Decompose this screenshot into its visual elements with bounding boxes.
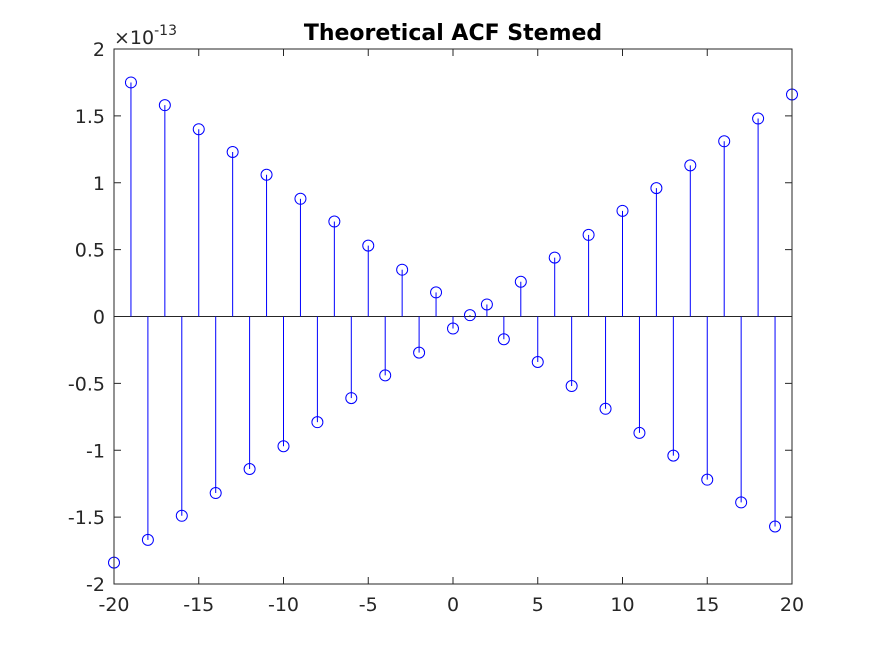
stem-marker: [480, 298, 493, 311]
x-tick-label: -10: [268, 594, 299, 616]
stem-marker: [582, 228, 595, 241]
stem-marker: [447, 322, 459, 335]
x-tick-label: -5: [359, 594, 378, 616]
x-tick-label: 20: [780, 594, 804, 616]
stem-marker: [667, 449, 680, 462]
y-tick-label: -2: [86, 574, 105, 596]
stem-marker: [718, 135, 731, 148]
y-tick-label: -1.5: [68, 507, 105, 529]
stem-marker: [633, 426, 646, 439]
stem-marker: [430, 286, 443, 299]
stem-marker: [701, 473, 714, 486]
stem-marker: [209, 487, 222, 500]
ticks-group: -20 -15 -10 -5 0 5 10 15 20 -2 -1.5 -1 -0.5 0 0.5 1 1.5 2: [68, 39, 804, 616]
stem-marker: [413, 346, 426, 359]
stem-marker: [243, 462, 256, 475]
stem-marker: [531, 355, 544, 368]
stem-marker: [379, 369, 392, 382]
y-exponent-label: ×10-13: [114, 23, 177, 49]
y-exponent-base: ×10: [114, 27, 154, 49]
y-tick-label: 1: [93, 173, 105, 195]
stem-marker: [463, 309, 476, 322]
stem-marker: [277, 440, 290, 453]
stem-marker: [124, 76, 137, 89]
y-tick-label: 2: [93, 39, 105, 61]
stem-marker: [735, 496, 748, 509]
stem-marker: [175, 509, 188, 522]
stem-marker: [362, 239, 375, 252]
stem-marker: [328, 215, 341, 228]
stem-marker: [565, 380, 578, 393]
y-exponent-power: -13: [154, 23, 177, 39]
stem-marker: [599, 402, 612, 415]
stem-marker: [769, 520, 782, 533]
stem-marker: [192, 123, 205, 136]
stem-marker: [396, 263, 409, 276]
stem-marker: [141, 533, 154, 546]
x-tick-label: 5: [532, 594, 544, 616]
chart-title: Theoretical ACF Stemed: [304, 21, 602, 46]
stem-marker: [497, 333, 510, 346]
stem-marker: [345, 392, 358, 405]
stem-marker: [616, 204, 629, 217]
y-tick-label: 1.5: [75, 106, 105, 128]
x-tick-label: 0: [447, 594, 459, 616]
x-tick-label: -15: [183, 594, 214, 616]
x-tick-label: -20: [98, 594, 129, 616]
x-tick-label: 15: [695, 594, 719, 616]
stem-marker: [650, 182, 663, 195]
stem-marker: [294, 192, 307, 205]
x-tick-label: 10: [610, 594, 634, 616]
stem-marker: [158, 99, 171, 112]
stems-group: [108, 76, 798, 569]
y-tick-label: 0.5: [75, 240, 105, 262]
y-tick-label: -0.5: [68, 373, 105, 395]
stem-marker: [684, 159, 697, 172]
stem-marker: [548, 251, 561, 264]
y-tick-label: 0: [93, 307, 105, 329]
y-tick-label: -1: [86, 440, 105, 462]
stem-marker: [260, 168, 273, 181]
stem-marker: [311, 416, 324, 429]
stem-marker: [514, 275, 527, 288]
stem-marker: [752, 112, 765, 125]
stem-marker: [226, 145, 239, 158]
